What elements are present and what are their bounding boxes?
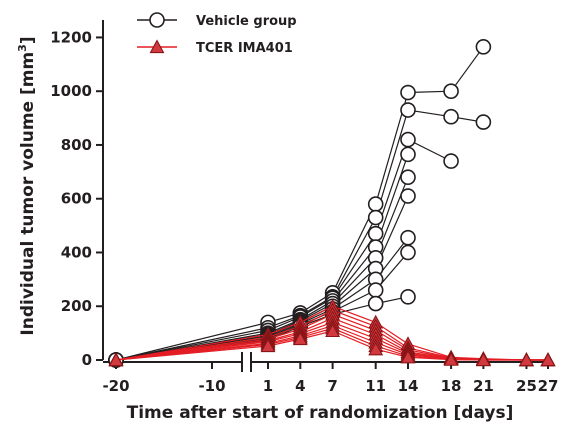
legend-marker [149,39,165,54]
y-tick-label: 600 [61,190,92,208]
x-tick-label: 27 [538,377,559,395]
legend-label: Vehicle group [196,14,297,29]
series-vehicle [108,39,492,368]
data-point [367,225,384,242]
data-point [400,131,416,148]
x-tick-label: 18 [441,377,462,395]
data-point [400,169,416,186]
data-point [400,289,416,305]
data-point [368,341,384,356]
y-axis-title-main: Individual tumor volume [mm [18,52,38,336]
x-tick-label: 21 [473,377,494,395]
legend-marker [149,12,165,28]
series-layer [108,39,556,368]
data-point [367,209,384,226]
data-point [443,153,459,169]
animal-line [115,330,548,361]
data-point [443,352,459,366]
data-point [325,323,341,338]
data-point [400,102,416,118]
data-point [443,108,459,125]
y-tick-label: 1200 [50,28,92,46]
data-point [400,188,416,204]
data-point [443,83,459,99]
y-tick-label: 200 [61,297,92,315]
x-tick-label: 7 [327,377,337,395]
y-axis-title-close: ] [18,36,38,44]
series-tcer [108,298,556,367]
data-point [400,229,416,246]
y-axis-title-superscript: 3 [16,44,29,52]
data-point [540,352,556,367]
data-point [400,244,416,261]
y-tick-label: 1000 [50,82,92,100]
x-tick-label: 14 [398,377,419,395]
x-axis-title: Time after start of randomization [days] [127,403,514,423]
data-point [367,295,384,312]
y-tick-label: 400 [61,243,92,261]
data-point [108,352,124,367]
y-tick-label: 800 [61,136,92,154]
data-point [475,39,492,55]
data-point [367,196,384,212]
data-point [475,352,491,367]
x-tick-label: 25 [516,377,537,395]
data-point [292,331,308,346]
legend-label: TCER IMA401 [196,41,293,56]
x-tick-label: 1 [263,377,273,395]
data-point [400,146,416,163]
x-tick-label: -10 [198,377,225,395]
legend: Vehicle group TCER IMA401 [137,12,297,56]
data-point [475,114,492,130]
data-point [260,338,276,353]
x-tick-label: 11 [365,377,386,395]
y-tick-label: 0 [82,351,92,369]
x-tick-label: -20 [102,377,129,395]
data-point [367,282,384,298]
data-point [519,352,534,367]
y-axis-title: Individual tumor volume [mm3] [16,36,38,335]
data-point [400,84,416,101]
x-tick-label: 4 [295,377,305,395]
data-point [400,349,416,364]
